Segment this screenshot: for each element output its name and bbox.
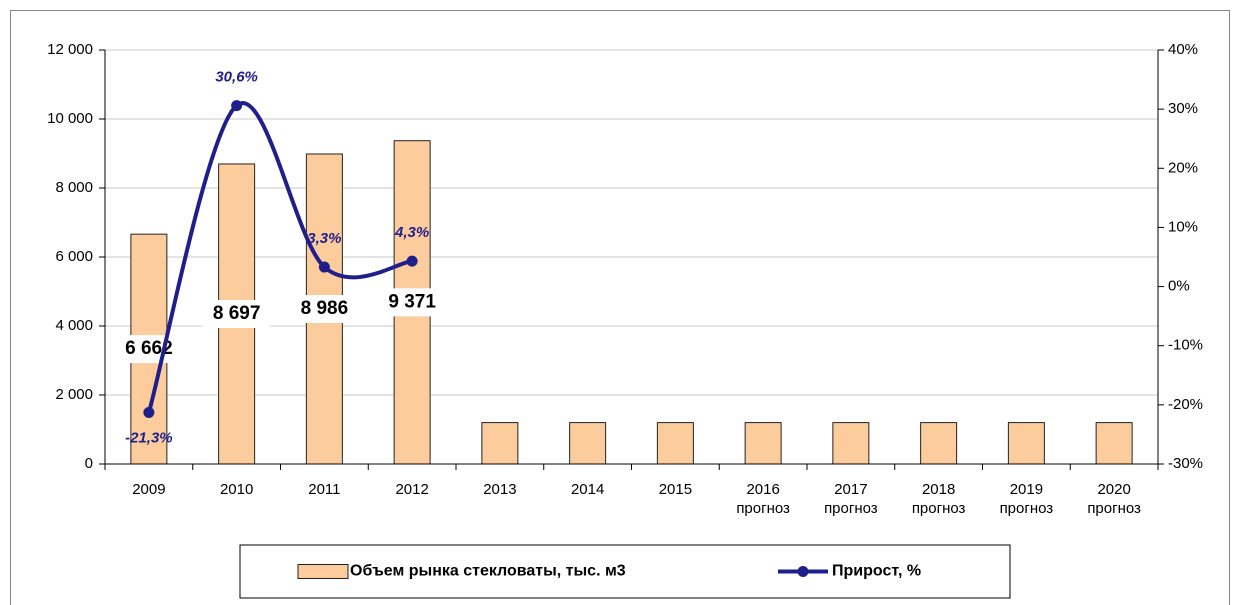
x-tick-label: 2015 bbox=[659, 481, 692, 498]
x-tick-label: 2014 bbox=[571, 481, 604, 498]
y-tick-label: 6 000 bbox=[55, 248, 93, 265]
x-tick-label: 2011 bbox=[308, 481, 340, 498]
y-tick-label: 12 000 bbox=[47, 41, 93, 58]
y2-tick-label: -10% bbox=[1168, 337, 1203, 354]
y2-tick-label: 40% bbox=[1168, 41, 1198, 58]
y2-tick-label: 10% bbox=[1168, 218, 1198, 235]
y2-tick-label: 30% bbox=[1168, 100, 1198, 117]
line-point bbox=[143, 407, 155, 419]
y2-tick-label: -20% bbox=[1168, 396, 1203, 413]
x-tick-label: 2020 прогноз bbox=[1087, 481, 1141, 517]
value-label-bg bbox=[114, 335, 183, 364]
line-value-label: 30,6% bbox=[215, 69, 258, 86]
x-tick-label: 2010 bbox=[220, 481, 253, 498]
bar bbox=[569, 422, 607, 465]
line-value-label: -21,3% bbox=[125, 430, 173, 447]
y-tick-label: 4 000 bbox=[55, 317, 93, 334]
bar bbox=[481, 422, 519, 465]
bar bbox=[744, 422, 782, 465]
bar bbox=[656, 422, 694, 465]
value-label: 6 662 bbox=[125, 338, 173, 359]
value-label: 8 697 bbox=[213, 303, 261, 324]
line-point bbox=[231, 100, 243, 112]
x-tick-label: 2012 bbox=[395, 481, 428, 498]
legend-swatch-point bbox=[797, 566, 809, 577]
x-tick-label: 2013 bbox=[483, 481, 516, 498]
y2-tick-label: 0% bbox=[1168, 278, 1190, 295]
x-tick-label: 2009 bbox=[132, 481, 165, 498]
legend-label: Объем рынка стекловаты, тыс. м3 bbox=[350, 563, 626, 580]
legend-box bbox=[239, 544, 1011, 599]
bar bbox=[832, 422, 870, 465]
x-tick-label: 2019 прогноз bbox=[1000, 481, 1054, 517]
x-tick-label: 2018 прогноз bbox=[912, 481, 966, 517]
y-tick-label: 0 bbox=[85, 455, 93, 472]
legend-swatch bbox=[297, 564, 349, 579]
value-label-bg bbox=[202, 299, 271, 328]
y2-tick-label: 20% bbox=[1168, 159, 1198, 176]
line bbox=[146, 101, 413, 414]
bar bbox=[1095, 422, 1133, 465]
line-point bbox=[406, 255, 418, 267]
line-value-label: 3,3% bbox=[307, 230, 341, 247]
value-label: 8 986 bbox=[301, 298, 349, 319]
legend-label: Прирост, % bbox=[832, 563, 921, 580]
value-label-bg bbox=[290, 294, 359, 323]
bar bbox=[920, 422, 958, 465]
line-value-label: 4,3% bbox=[394, 224, 429, 241]
line-point bbox=[318, 261, 330, 273]
y-tick-label: 8 000 bbox=[55, 179, 93, 196]
x-tick-label: 2016 прогноз bbox=[736, 481, 790, 517]
bar bbox=[1007, 422, 1045, 465]
value-label-bg bbox=[378, 288, 447, 317]
y-tick-label: 2 000 bbox=[55, 386, 93, 403]
y-tick-label: 10 000 bbox=[47, 110, 93, 127]
y2-tick-label: -30% bbox=[1168, 455, 1203, 472]
value-label: 9 371 bbox=[388, 291, 436, 312]
x-tick-label: 2017 прогноз bbox=[824, 481, 878, 517]
